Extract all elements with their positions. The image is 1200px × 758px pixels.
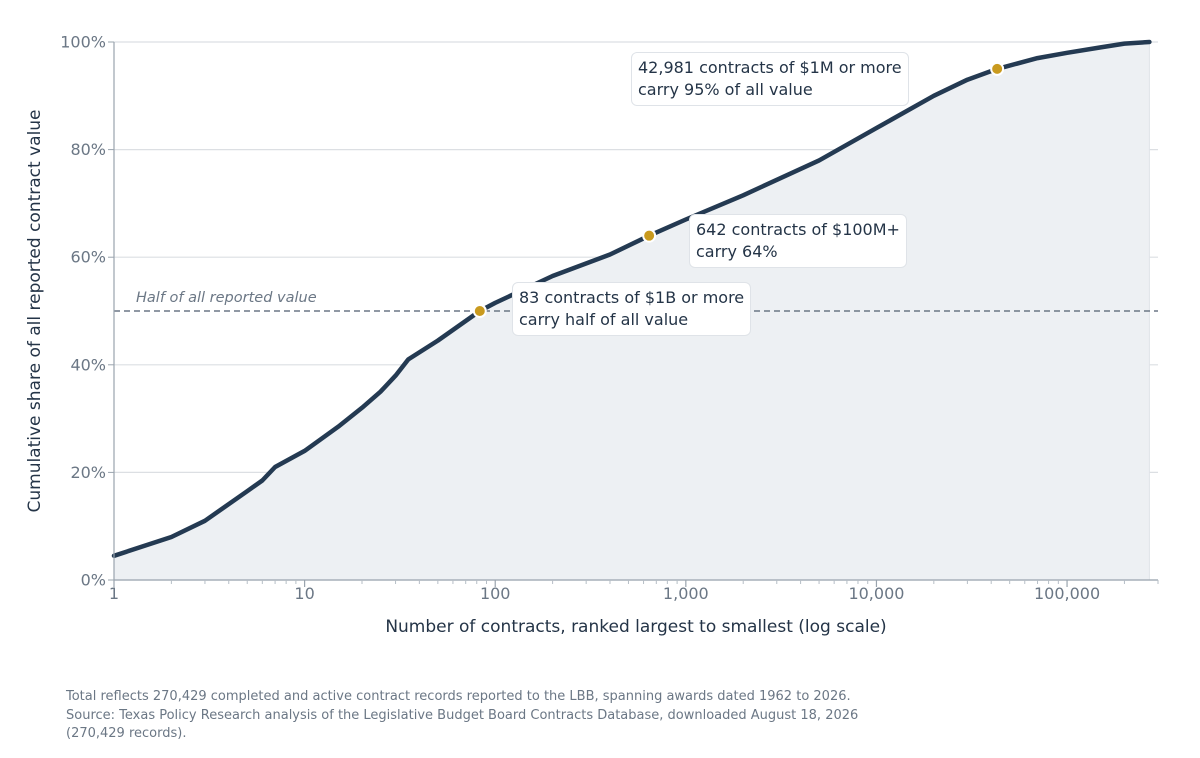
annotation-text: carry half of all value: [519, 310, 689, 329]
reference-line-label: Half of all reported value: [136, 290, 317, 306]
highlight-points: [472, 61, 1005, 318]
x-tick-label: 1,000: [663, 584, 709, 603]
x-tick-label: 10: [294, 584, 314, 603]
annotation-text: carry 64%: [696, 242, 778, 261]
highlight-point: [472, 304, 487, 318]
x-tick-label: 10,000: [848, 584, 904, 603]
footer-note: Total reflects 270,429 completed and act…: [66, 689, 851, 704]
footer-source: Source: Texas Policy Research analysis o…: [66, 707, 859, 723]
y-tick-label: 80%: [70, 140, 106, 159]
annotation-box: 42,981 contracts of $1M or more carry 95%…: [631, 52, 909, 106]
y-tick-label: 100%: [60, 33, 106, 52]
footer-source-count: (270,429 records).: [66, 726, 187, 741]
highlight-point: [990, 61, 1005, 76]
annotation-box: 642 contracts of $100M+ carry 64%: [689, 214, 907, 268]
cumulative-share-chart: Half of all reported value 0% 20% 40% 60% 80…: [25, 33, 1159, 637]
axes: 0% 20% 40% 60% 80% 100% 1 10 100 1,000 10,000 100,0…: [60, 33, 1159, 603]
x-tick-label: 1: [109, 584, 119, 603]
annotation-text: carry 95% of all value: [638, 80, 813, 99]
annotation-box: 83 contracts of $1B or more carry half of…: [512, 282, 752, 336]
highlight-point: [642, 228, 657, 243]
annotation-text: 83 contracts of $1B or more: [519, 288, 745, 307]
chart-footer: Total reflects 270,429 completed and act…: [66, 688, 966, 744]
y-tick-label: 40%: [70, 355, 106, 374]
annotation-text: 42,981 contracts of $1M or more: [638, 58, 902, 77]
x-axis-title: Number of contracts, ranked largest to s…: [385, 617, 886, 637]
y-tick-label: 60%: [70, 248, 106, 267]
x-tick-label: 100: [480, 584, 511, 603]
y-tick-label: 20%: [70, 463, 106, 482]
y-axis-title: Cumulative share of all reported contrac…: [25, 109, 45, 512]
y-tick-label: 0%: [81, 571, 106, 590]
x-tick-label: 100,000: [1034, 584, 1100, 603]
annotation-text: 642 contracts of $100M+: [696, 220, 900, 239]
